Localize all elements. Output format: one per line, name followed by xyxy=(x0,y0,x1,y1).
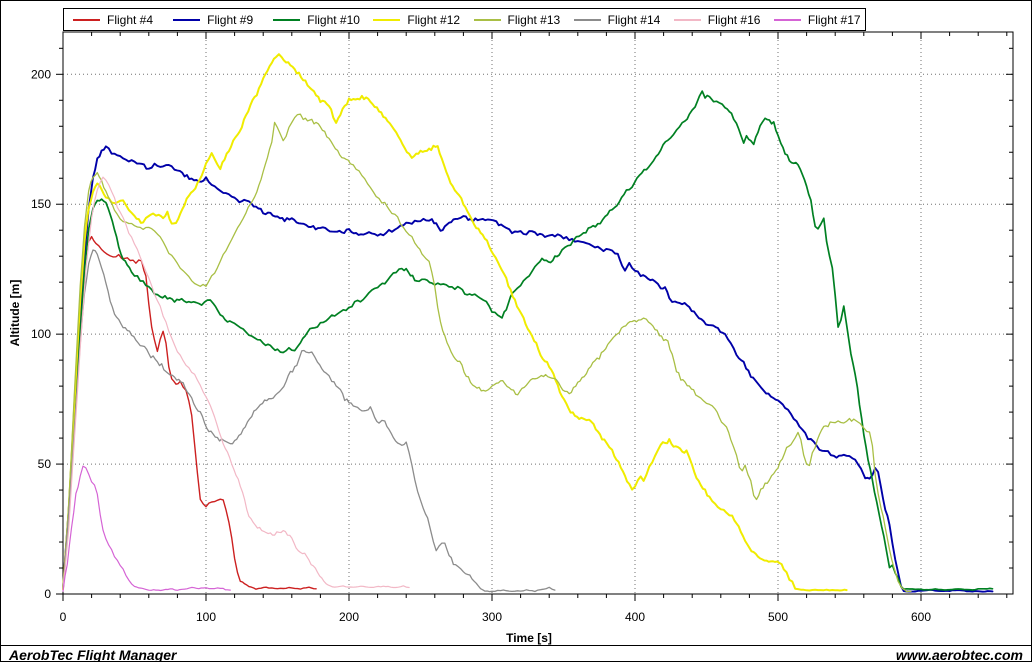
series-line-flight-10 xyxy=(62,90,994,591)
legend-label: Flight #13 xyxy=(507,12,561,27)
legend-item-flight-9[interactable]: Flight #9 xyxy=(164,13,264,27)
website-link[interactable]: www.aerobtec.com xyxy=(895,647,1023,662)
legend-label: Flight #9 xyxy=(207,12,254,27)
footer-separator xyxy=(1,645,1031,646)
x-tick-label: 0 xyxy=(60,610,67,624)
legend-label: Flight #16 xyxy=(707,12,761,27)
legend-label: Flight #12 xyxy=(407,12,461,27)
x-tick-label: 600 xyxy=(911,610,931,624)
legend-line-swatch xyxy=(373,18,401,21)
series-line-flight-9 xyxy=(62,145,994,593)
series-line-flight-17 xyxy=(62,465,231,592)
x-tick-label: 200 xyxy=(339,610,359,624)
legend-line-swatch xyxy=(673,18,701,21)
x-tick-label: 400 xyxy=(625,610,645,624)
x-axis-title: Time [s] xyxy=(506,631,552,645)
series-line-flight-16 xyxy=(62,176,410,590)
legend-line-swatch xyxy=(773,18,801,21)
y-axis-title: Altitude [m] xyxy=(8,279,22,347)
legend-item-flight-14[interactable]: Flight #14 xyxy=(565,13,665,27)
y-tick-label: 200 xyxy=(31,67,51,81)
legend-label: Flight #4 xyxy=(107,12,154,27)
x-tick-label: 300 xyxy=(482,610,502,624)
legend-item-flight-4[interactable]: Flight #4 xyxy=(64,13,164,27)
legend-line-swatch xyxy=(73,18,100,21)
legend-line-swatch xyxy=(473,18,501,21)
legend-label: Flight #10 xyxy=(307,12,360,27)
x-tick-label: 500 xyxy=(768,610,788,624)
x-tick-label: 100 xyxy=(196,610,216,624)
chart-legend: Flight #4 Flight #9 Flight #10 Flight #12 Fl… xyxy=(63,8,866,31)
legend-item-flight-12[interactable]: Flight #12 xyxy=(364,13,464,27)
legend-item-flight-10[interactable]: Flight #10 xyxy=(264,13,364,27)
legend-line-swatch xyxy=(173,18,201,21)
legend-label: Flight #14 xyxy=(607,12,661,27)
series-line-flight-13 xyxy=(62,113,912,593)
y-tick-label: 50 xyxy=(38,457,52,471)
series-line-flight-4 xyxy=(62,235,317,590)
legend-line-swatch xyxy=(573,18,601,21)
legend-item-flight-16[interactable]: Flight #16 xyxy=(665,13,765,27)
legend-line-swatch xyxy=(273,18,301,21)
app-name: AerobTec Flight Manager xyxy=(9,647,177,662)
y-tick-label: 150 xyxy=(31,197,51,211)
legend-item-flight-13[interactable]: Flight #13 xyxy=(465,13,565,27)
plot-frame xyxy=(62,31,1014,595)
legend-label: Flight #17 xyxy=(807,12,861,27)
y-tick-label: 100 xyxy=(31,327,51,341)
series-line-flight-14 xyxy=(62,249,556,593)
legend-item-flight-17[interactable]: Flight #17 xyxy=(765,13,865,27)
y-tick-label: 0 xyxy=(44,587,51,601)
series-line-flight-12 xyxy=(62,53,848,592)
